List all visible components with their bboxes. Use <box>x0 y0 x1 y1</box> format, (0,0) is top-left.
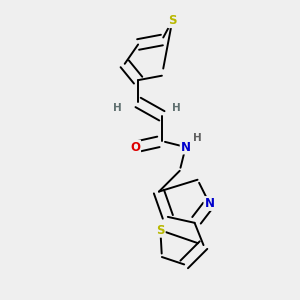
Text: H: H <box>193 133 202 143</box>
Text: N: N <box>204 197 214 210</box>
Text: S: S <box>156 224 165 237</box>
Text: N: N <box>181 140 191 154</box>
Text: S: S <box>168 14 176 27</box>
Text: H: H <box>113 103 122 113</box>
Text: H: H <box>172 103 181 113</box>
Text: O: O <box>130 140 140 154</box>
